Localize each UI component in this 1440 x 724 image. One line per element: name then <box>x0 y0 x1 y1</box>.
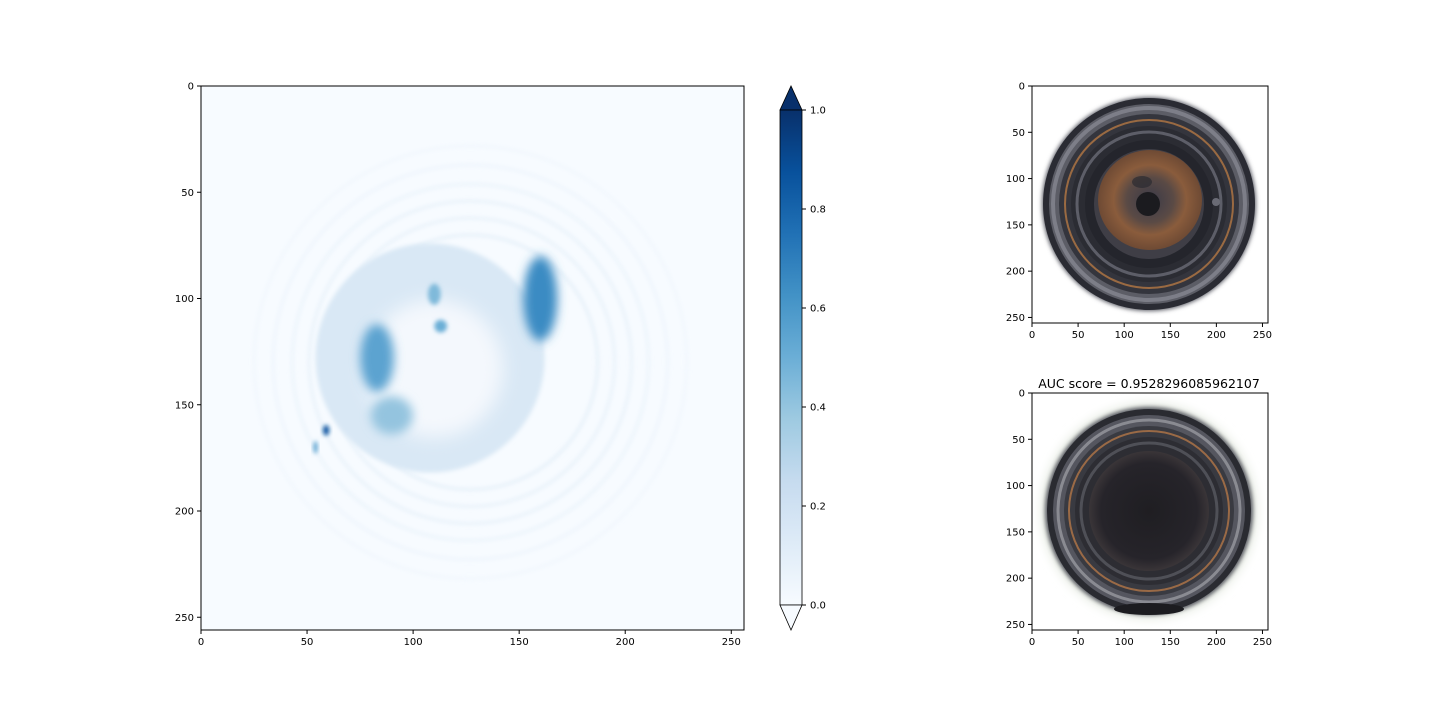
colorbar-extend-max <box>779 85 803 111</box>
heatmap-blob <box>427 283 441 305</box>
colorbar-tick-label: 1.0 <box>810 106 826 117</box>
heatmap-blob <box>523 256 558 341</box>
ground-truth-y-tick-label: 100 <box>1006 174 1025 185</box>
input-image-y-tick-label: 200 <box>1006 574 1025 585</box>
input-image-x-tick-label: 0 <box>1029 637 1035 648</box>
colorbar: 0.0 0.2 0.4 0.6 0.8 1.0 <box>779 85 826 631</box>
heatmap-ring <box>291 183 650 542</box>
ground-truth-panel: 0 50 100 150 200 250 0 50 100 150 200 250 <box>1006 82 1272 342</box>
heatmap-y-tick-label: 50 <box>181 188 194 199</box>
ground-truth-x-tick-label: 0 <box>1029 330 1035 341</box>
input-image-y-tick-label: 50 <box>1012 435 1025 446</box>
input-image-y-tick-label: 150 <box>1006 527 1025 538</box>
ground-truth-x-tick-label: 50 <box>1072 330 1085 341</box>
ground-truth-y-tick-label: 150 <box>1006 220 1025 231</box>
heatmap-y-axis: 0 50 100 150 200 250 <box>175 82 201 624</box>
heatmap-y-tick-label: 0 <box>188 82 194 93</box>
ground-truth-y-tick-label: 200 <box>1006 267 1025 278</box>
input-image <box>1032 393 1268 630</box>
ground-truth-y-tick-label: 50 <box>1012 128 1025 139</box>
input-image-x-tick-label: 50 <box>1072 637 1085 648</box>
ground-truth-x-axis: 0 50 100 150 200 250 <box>1029 323 1272 341</box>
heatmap-ring <box>308 200 633 525</box>
heatmap-blob <box>322 424 330 436</box>
ground-truth-y-tick-label: 250 <box>1006 313 1025 324</box>
heatmap-x-tick-label: 250 <box>722 637 741 648</box>
ground-truth-y-tick-label: 0 <box>1019 82 1025 93</box>
input-image-x-axis: 0 50 100 150 200 250 <box>1029 630 1272 648</box>
heatmap-y-tick-label: 100 <box>175 294 194 305</box>
heatmap-y-tick-label: 200 <box>175 507 194 518</box>
colorbar-ticks: 0.0 0.2 0.4 0.6 0.8 1.0 <box>802 106 826 612</box>
heatmap-image <box>253 144 688 580</box>
heatmap-x-tick-label: 100 <box>404 637 423 648</box>
heatmap-y-tick-label: 150 <box>175 400 194 411</box>
input-image-x-tick-label: 100 <box>1115 637 1134 648</box>
heatmap-frame <box>200 85 745 631</box>
input-image-y-tick-label: 0 <box>1019 389 1025 400</box>
ground-truth-image <box>1032 86 1268 323</box>
ground-truth-x-tick-label: 100 <box>1115 330 1134 341</box>
input-image-x-tick-label: 200 <box>1207 637 1226 648</box>
input-image-y-tick-label: 100 <box>1006 481 1025 492</box>
heatmap-blob <box>360 324 395 392</box>
colorbar-gradient <box>779 109 803 606</box>
heatmap-blob <box>313 440 318 454</box>
heatmap-ring <box>253 144 688 580</box>
input-image-y-axis: 0 50 100 150 200 250 <box>1006 389 1032 631</box>
colorbar-tick-label: 0.0 <box>810 601 826 612</box>
heatmap-x-tick-label: 50 <box>301 637 314 648</box>
heatmap-x-tick-label: 0 <box>198 637 204 648</box>
heatmap-x-tick-label: 200 <box>616 637 635 648</box>
heatmap-x-axis: 0 50 100 150 200 250 <box>198 630 741 648</box>
colorbar-extend-min <box>779 604 803 631</box>
ground-truth-x-tick-label: 200 <box>1207 330 1226 341</box>
input-image-frame <box>1031 392 1269 631</box>
heatmap-x-tick-label: 150 <box>510 637 529 648</box>
colorbar-tick-label: 0.4 <box>810 403 826 414</box>
colorbar-tick-label: 0.6 <box>810 304 826 315</box>
ground-truth-y-axis: 0 50 100 150 200 250 <box>1006 82 1032 324</box>
input-image-x-tick-label: 250 <box>1253 637 1272 648</box>
ground-truth-frame <box>1031 85 1269 324</box>
input-image-panel: AUC score = 0.9528296085962107 0 50 100 150… <box>1006 376 1272 648</box>
heatmap-ring <box>272 163 669 561</box>
input-image-x-tick-label: 150 <box>1161 637 1180 648</box>
ground-truth-x-tick-label: 250 <box>1253 330 1272 341</box>
heatmap-blob <box>370 396 414 435</box>
input-image-title: AUC score = 0.9528296085962107 <box>1038 376 1260 391</box>
colorbar-tick-label: 0.8 <box>810 205 826 216</box>
heatmap-blob <box>434 319 448 333</box>
ground-truth-x-tick-label: 150 <box>1161 330 1180 341</box>
heatmap-panel: 0 50 100 150 200 250 0 50 100 150 200 250 <box>175 82 745 648</box>
colorbar-tick-label: 0.2 <box>810 502 826 513</box>
input-image-y-tick-label: 250 <box>1006 620 1025 631</box>
heatmap-y-tick-label: 250 <box>175 613 194 624</box>
